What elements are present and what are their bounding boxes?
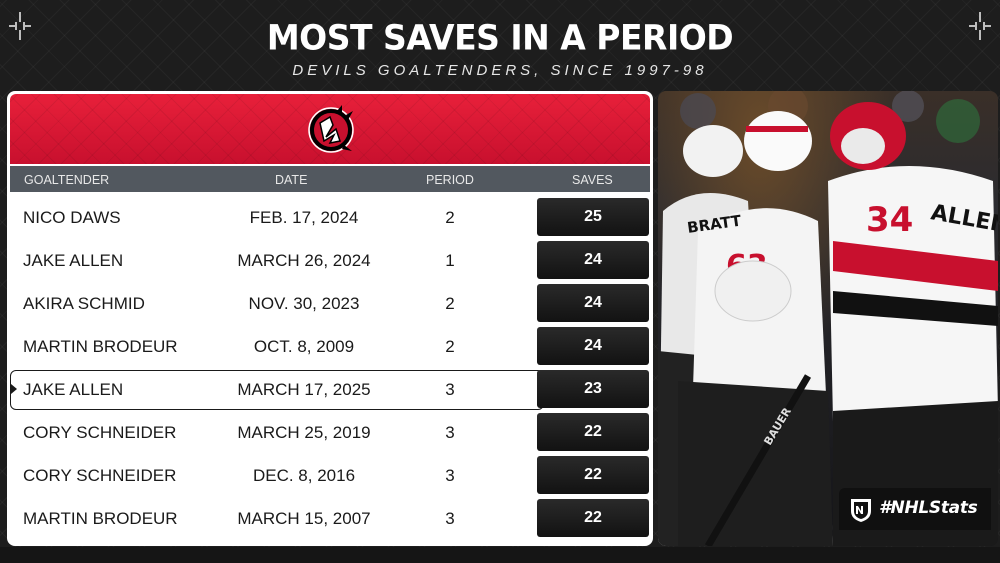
period-cell: 2 — [445, 208, 455, 227]
stats-table: GOALTENDER DATE PERIOD SAVES NICO DAWS F… — [7, 91, 653, 546]
table-row: MARTIN BRODEUR OCT. 8, 2009 2 24 — [10, 327, 650, 365]
table-row: AKIRA SCHMID NOV. 30, 2023 2 24 — [10, 284, 650, 322]
table-row: CORY SCHNEIDER MARCH 25, 2019 3 22 — [10, 413, 650, 451]
saves-cell: 22 — [537, 413, 649, 451]
period-cell: 3 — [445, 466, 455, 485]
date-cell: MARCH 25, 2019 — [237, 423, 371, 442]
devils-logo — [308, 105, 354, 153]
table-row: JAKE ALLEN MARCH 26, 2024 1 24 — [10, 241, 650, 279]
period-cell: 2 — [445, 294, 455, 313]
goaltender-cell: MARTIN BRODEUR — [23, 509, 178, 528]
column-header-saves: SAVES — [572, 173, 613, 187]
period-cell: 3 — [445, 380, 455, 399]
column-header-date: DATE — [275, 173, 308, 187]
page-title: MOST SAVES IN A PERIOD — [266, 17, 734, 58]
goaltender-cell: AKIRA SCHMID — [23, 294, 145, 313]
crosshair-icon — [969, 12, 991, 40]
period-cell: 3 — [445, 509, 455, 528]
goaltender-cell: CORY SCHNEIDER — [23, 466, 177, 485]
saves-cell: 24 — [537, 241, 649, 279]
saves-cell: 25 — [537, 198, 649, 236]
goaltender-cell: MARTIN BRODEUR — [23, 337, 178, 356]
goaltender-cell: CORY SCHNEIDER — [23, 423, 177, 442]
period-cell: 3 — [445, 423, 455, 442]
goaltender-cell: JAKE ALLEN — [23, 251, 124, 270]
players-illustration: 63 BRATT 34 ALLEN BAUER — [658, 91, 998, 546]
column-header-row: GOALTENDER DATE PERIOD SAVES — [10, 166, 650, 192]
date-cell: MARCH 26, 2024 — [237, 251, 371, 270]
crosshair-icon — [9, 12, 31, 40]
saves-cell: 24 — [537, 284, 649, 322]
table-row: CORY SCHNEIDER DEC. 8, 2016 3 22 — [10, 456, 650, 494]
hashtag-label: #NHLStats — [879, 498, 978, 518]
period-cell: 2 — [445, 337, 455, 356]
nhl-shield-icon — [851, 499, 871, 522]
column-header-goaltender: GOALTENDER — [24, 173, 110, 187]
table-row: MARTIN BRODEUR MARCH 15, 2007 3 22 — [10, 499, 650, 537]
highlight-marker-icon — [11, 384, 17, 394]
date-cell: MARCH 17, 2025 — [237, 380, 371, 399]
goaltender-cell: NICO DAWS — [23, 208, 121, 227]
saves-cell: 22 — [537, 499, 649, 537]
date-cell: NOV. 30, 2023 — [248, 294, 360, 313]
nhl-stats-badge: #NHLStats — [839, 488, 991, 530]
table-banner — [10, 94, 650, 164]
period-cell: 1 — [445, 251, 455, 270]
date-cell: FEB. 17, 2024 — [249, 208, 359, 227]
bottom-bar — [0, 547, 1000, 563]
date-cell: MARCH 15, 2007 — [237, 509, 371, 528]
goaltender-cell: JAKE ALLEN — [23, 380, 124, 399]
saves-cell: 23 — [537, 370, 649, 408]
page-subtitle: DEVILS GOALTENDERS, SINCE 1997-98 — [292, 62, 708, 79]
date-cell: OCT. 8, 2009 — [253, 337, 355, 356]
table-row-highlighted: JAKE ALLEN MARCH 17, 2025 3 23 — [10, 370, 650, 410]
date-cell: DEC. 8, 2016 — [252, 466, 356, 485]
column-header-period: PERIOD — [426, 173, 474, 187]
saves-cell: 24 — [537, 327, 649, 365]
table-row: NICO DAWS FEB. 17, 2024 2 25 — [10, 198, 650, 236]
jersey-number: 34 — [866, 200, 913, 240]
team-photo: 63 BRATT 34 ALLEN BAUER #NHLStats — [658, 91, 998, 546]
saves-cell: 22 — [537, 456, 649, 494]
